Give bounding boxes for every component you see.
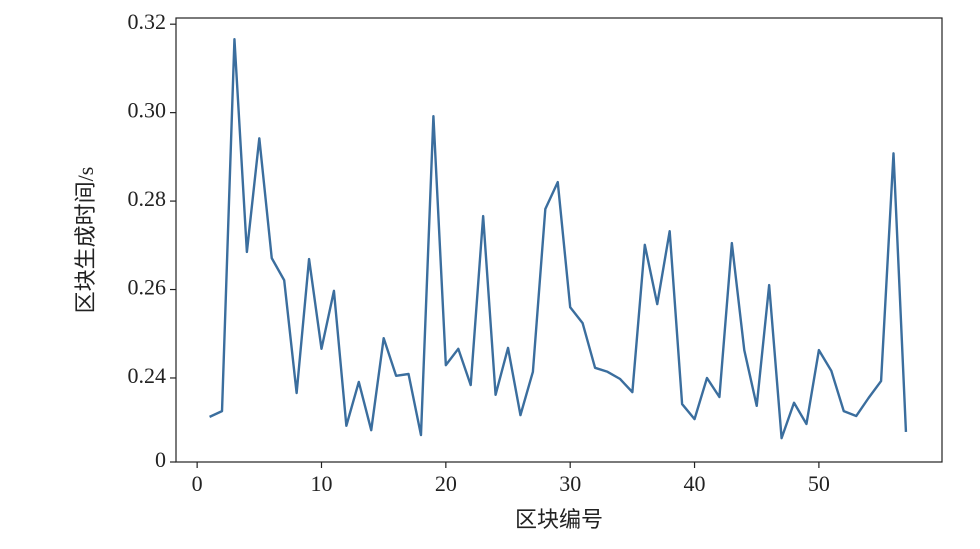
x-tick-label: 40 <box>684 471 706 496</box>
y-tick-label: 0.24 <box>128 363 167 388</box>
data-line <box>209 38 908 440</box>
x-axis-label: 区块编号 <box>515 507 603 532</box>
x-tick-label: 0 <box>192 471 203 496</box>
y-tick-label: 0.26 <box>128 275 167 300</box>
x-tick-label: 10 <box>310 471 332 496</box>
y-axis-label: 区块生成时间/s <box>73 167 98 314</box>
y-tick-label: 0 <box>155 447 166 472</box>
y-tick-label: 0.32 <box>128 9 167 34</box>
y-tick-label: 0.28 <box>128 186 167 211</box>
plot-frame <box>175 17 943 463</box>
y-tick-label: 0.30 <box>128 98 167 123</box>
x-tick-label: 30 <box>559 471 581 496</box>
x-tick-label: 50 <box>808 471 830 496</box>
x-tick-label: 20 <box>435 471 457 496</box>
